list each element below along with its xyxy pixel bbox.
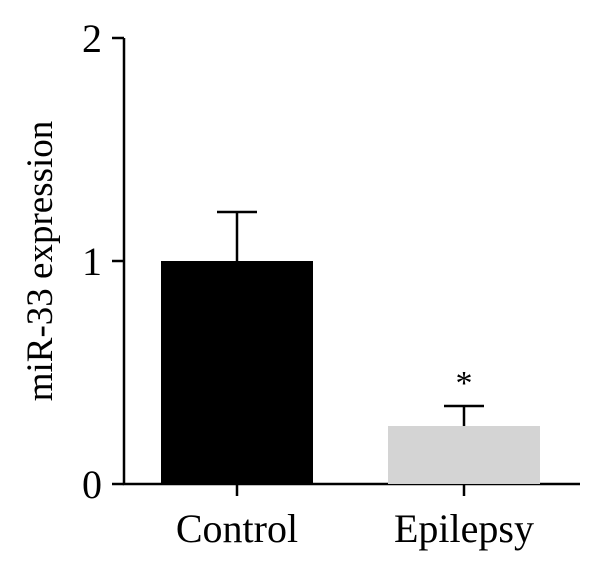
error-bars bbox=[217, 210, 484, 427]
y-axis-title: miR-33 expression bbox=[20, 121, 61, 402]
y-ticks: 0 1 2 bbox=[82, 16, 124, 507]
x-ticks: Control Epilepsy bbox=[176, 484, 534, 551]
y-axis: 0 1 2 miR-33 expression bbox=[20, 16, 126, 507]
bar-epilepsy bbox=[388, 426, 540, 484]
error-bar-epilepsy bbox=[444, 404, 484, 427]
y-tick-label: 2 bbox=[82, 16, 102, 61]
bar-control bbox=[161, 261, 313, 484]
significance-marks: * bbox=[456, 365, 473, 402]
y-tick-label: 0 bbox=[82, 462, 102, 507]
y-tick-label: 1 bbox=[82, 239, 102, 284]
error-bar-control bbox=[217, 210, 257, 261]
x-tick-label: Control bbox=[176, 506, 298, 551]
x-tick-label: Epilepsy bbox=[394, 506, 534, 551]
x-axis: Control Epilepsy bbox=[122, 482, 580, 551]
bars bbox=[161, 261, 540, 484]
significance-star: * bbox=[456, 365, 473, 402]
